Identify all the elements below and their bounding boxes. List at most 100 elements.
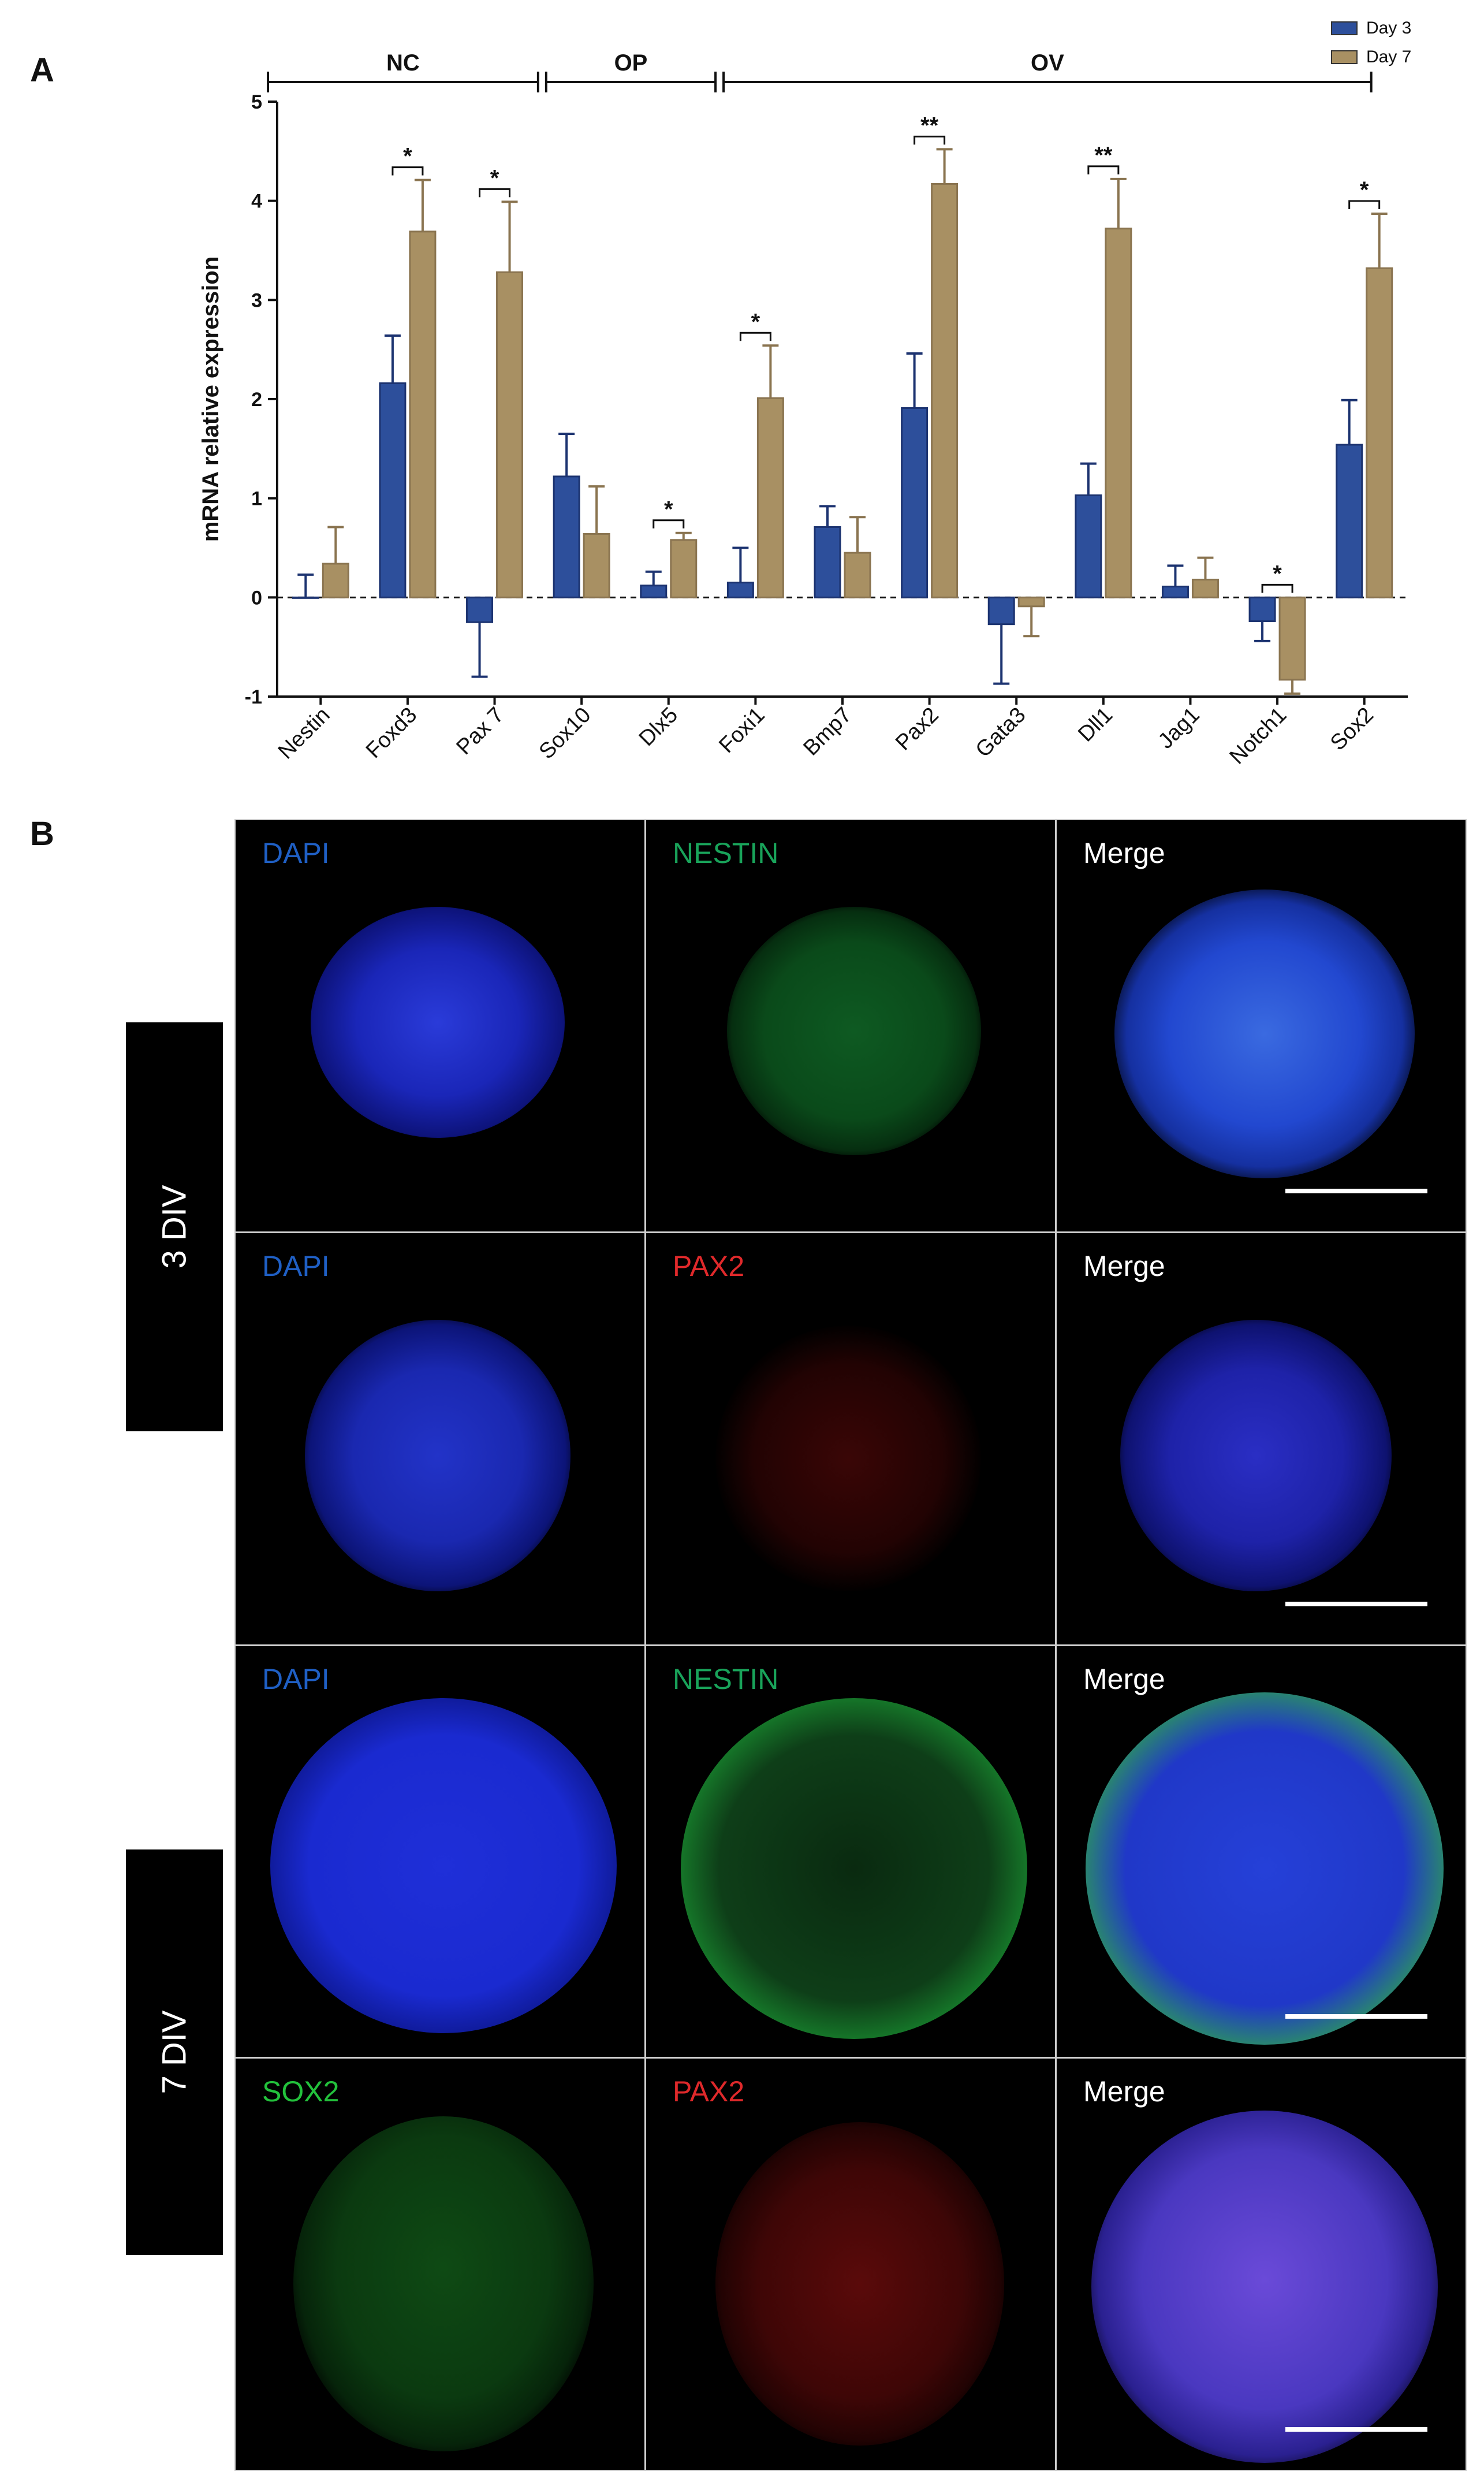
bar-day-7 bbox=[322, 563, 349, 598]
x-tick-label: Nestin bbox=[274, 703, 335, 764]
row-group-label: 7 DIV bbox=[155, 2010, 193, 2094]
significance-marker: * bbox=[490, 165, 499, 191]
row-group-3div: 3 DIV bbox=[126, 1022, 223, 1431]
bar-day-7 bbox=[756, 397, 784, 598]
sphere-red bbox=[715, 2122, 1004, 2446]
significance-marker: * bbox=[1360, 177, 1369, 203]
channel-label: Merge bbox=[1083, 837, 1165, 869]
x-tick-label: Bmp7 bbox=[799, 703, 856, 761]
x-tick-label: Sox10 bbox=[535, 703, 596, 764]
channel-label: Merge bbox=[1083, 1662, 1165, 1695]
x-tick-label: Sox2 bbox=[1326, 703, 1378, 756]
sphere-red bbox=[715, 1325, 981, 1591]
bar-day-7 bbox=[670, 539, 698, 598]
image-7div-merge-nestin: Merge bbox=[1057, 1646, 1466, 2057]
legend-label: Day 7 bbox=[1366, 47, 1411, 66]
image-7div-sox2: SOX2 bbox=[236, 2059, 644, 2470]
channel-label: DAPI bbox=[262, 1662, 330, 1695]
legend-swatch bbox=[1331, 21, 1358, 35]
image-3div-merge-nestin: Merge bbox=[1057, 820, 1466, 1231]
x-tick-label: Foxd3 bbox=[361, 703, 422, 763]
group-label: OP bbox=[614, 50, 648, 76]
significance-marker: * bbox=[1273, 561, 1282, 586]
significance-bracket bbox=[913, 135, 946, 145]
bar-day-3 bbox=[292, 596, 319, 599]
sphere-merge bbox=[1114, 890, 1415, 1178]
y-tick-label: 3 bbox=[251, 289, 262, 311]
scale-bar bbox=[1285, 1188, 1427, 1193]
scale-bar bbox=[1285, 1601, 1427, 1606]
y-tick-label: -1 bbox=[245, 686, 262, 708]
significance-marker: ** bbox=[1094, 143, 1113, 168]
y-tick-label: 0 bbox=[251, 587, 262, 609]
significance-bracket bbox=[1261, 583, 1293, 593]
row-group-label: 3 DIV bbox=[155, 1185, 193, 1269]
sphere-merge bbox=[1086, 1692, 1444, 2045]
bar-day-3 bbox=[640, 585, 668, 598]
bar-chart: -1 0 1 2 3 4 5 mRNA relative expression Nestin Fo… bbox=[198, 18, 1411, 769]
sphere-green bbox=[681, 1698, 1027, 2039]
bar-day-3 bbox=[1075, 494, 1102, 598]
bar-day-7 bbox=[844, 552, 871, 598]
bar-day-7 bbox=[1017, 596, 1045, 608]
y-tick-label: 1 bbox=[251, 488, 262, 510]
image-3div-pax2: PAX2 bbox=[646, 1233, 1055, 1644]
image-7div-merge-sox2-pax2: Merge bbox=[1057, 2059, 1466, 2470]
bar-day-7 bbox=[583, 533, 610, 598]
bar-day-3 bbox=[466, 596, 494, 623]
significance-bracket bbox=[479, 188, 511, 198]
sphere-blue bbox=[270, 1698, 617, 2033]
channel-label: NESTIN bbox=[673, 837, 779, 869]
bar-day-3 bbox=[379, 382, 407, 598]
channel-label: PAX2 bbox=[673, 2075, 745, 2108]
x-tick-label: Dll1 bbox=[1073, 703, 1117, 747]
bar-day-3 bbox=[726, 582, 754, 598]
image-7div-nestin: NESTIN bbox=[646, 1646, 1055, 2057]
group-label: OV bbox=[1031, 50, 1064, 76]
significance-bracket bbox=[739, 332, 771, 341]
image-3div-dapi-pax2: DAPI bbox=[236, 1233, 644, 1644]
sphere-green bbox=[727, 907, 981, 1155]
bar-day-3 bbox=[987, 596, 1015, 626]
bar-day-3 bbox=[1336, 444, 1363, 598]
x-tick-label: Gata3 bbox=[971, 703, 1031, 762]
significance-bracket bbox=[1348, 200, 1381, 209]
panel-a-label: A bbox=[30, 51, 54, 89]
channel-label: Merge bbox=[1083, 1249, 1165, 1282]
y-tick-label: 4 bbox=[251, 191, 262, 213]
bar-day-3 bbox=[1248, 596, 1276, 623]
image-7div-dapi-nestin: DAPI bbox=[236, 1646, 644, 2057]
x-tick-label: Notch1 bbox=[1225, 703, 1292, 769]
channel-label: PAX2 bbox=[673, 1249, 745, 1282]
significance-marker: * bbox=[751, 309, 760, 334]
image-3div-dapi-nestin-dapi: DAPI bbox=[236, 820, 644, 1231]
sphere-blue bbox=[305, 1319, 571, 1591]
legend-label: Day 3 bbox=[1366, 18, 1411, 38]
image-3div-merge-pax2: Merge bbox=[1057, 1233, 1466, 1644]
bar-day-7 bbox=[1278, 596, 1306, 681]
scale-bar bbox=[1285, 2427, 1427, 2432]
significance-marker: ** bbox=[920, 113, 939, 138]
bar-day-3 bbox=[901, 407, 929, 598]
sphere-green bbox=[293, 2116, 594, 2452]
sphere-merge bbox=[1091, 2111, 1438, 2463]
significance-bracket bbox=[391, 166, 424, 176]
bar-day-7 bbox=[1366, 267, 1393, 598]
bar-day-7 bbox=[496, 271, 524, 598]
bar-day-7 bbox=[1105, 228, 1132, 598]
channel-label: NESTIN bbox=[673, 1662, 779, 1695]
x-tick-label: Foxi1 bbox=[714, 703, 769, 758]
channel-label: DAPI bbox=[262, 837, 330, 869]
bar-day-3 bbox=[1161, 585, 1189, 598]
microscopy-grid: DAPI NESTIN Merge DAPI PAX2 Merge DAPI N… bbox=[234, 819, 1467, 2471]
bar-day-3 bbox=[814, 526, 841, 598]
bar-day-3 bbox=[553, 475, 580, 598]
scale-bar bbox=[1285, 2014, 1427, 2019]
y-tick-label: 5 bbox=[251, 91, 262, 113]
row-group-7div: 7 DIV bbox=[126, 1849, 223, 2255]
y-tick-label: 2 bbox=[251, 389, 262, 411]
bar-day-7 bbox=[1191, 578, 1219, 598]
image-3div-nestin: NESTIN bbox=[646, 820, 1055, 1231]
sphere-merge bbox=[1120, 1319, 1392, 1591]
group-label: NC bbox=[386, 50, 420, 76]
